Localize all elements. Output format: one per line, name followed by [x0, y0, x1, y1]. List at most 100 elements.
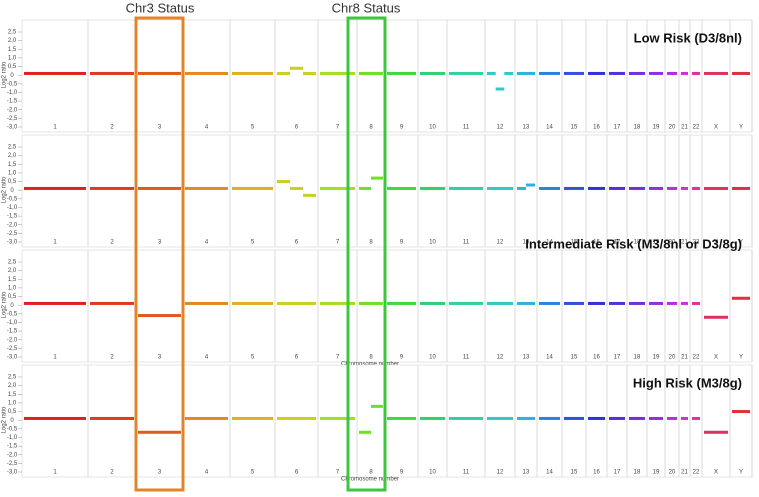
x-tick-label: 11 — [463, 240, 470, 246]
x-tick-label: 17 — [614, 470, 621, 476]
x-tick-label: 16 — [593, 125, 600, 131]
y-axis-label: Log2 ratio — [2, 176, 8, 203]
segment — [185, 416, 228, 420]
y-tick-label: -3,0 — [7, 125, 18, 131]
x-tick-label: 9 — [400, 355, 404, 361]
x-tick-label: 2 — [110, 125, 114, 131]
segment — [303, 71, 316, 75]
x-tick-label: 1 — [53, 355, 57, 361]
segment — [359, 301, 383, 305]
y-tick-label: 2,0 — [8, 38, 17, 44]
segment — [449, 416, 483, 420]
segment — [732, 410, 750, 414]
y-tick-label: -2,5 — [7, 461, 18, 467]
segment — [649, 186, 663, 190]
x-tick-label: 5 — [251, 355, 255, 361]
x-tick-label: 4 — [205, 125, 209, 131]
segment — [704, 315, 728, 319]
x-tick-label: 13 — [523, 240, 530, 246]
x-axis-label: Chromosome number — [341, 362, 399, 368]
y-tick-label: -3,0 — [7, 240, 18, 246]
segment — [609, 186, 625, 190]
segment — [420, 301, 445, 305]
x-tick-label: 12 — [497, 470, 504, 476]
segment — [232, 71, 273, 75]
y-axis-label: Log2 ratio — [2, 61, 8, 88]
x-tick-label: 2 — [110, 240, 114, 246]
y-tick-label: 2,5 — [8, 260, 17, 266]
x-tick-label: Y — [739, 355, 743, 361]
segment — [649, 71, 663, 75]
segment — [359, 186, 371, 190]
panel-bg — [21, 249, 753, 363]
segment — [359, 430, 371, 434]
segment — [487, 416, 513, 420]
segment — [629, 416, 645, 420]
y-axis-label: Log2 ratio — [2, 406, 8, 433]
x-tick-label: 10 — [429, 470, 436, 476]
x-tick-label: 18 — [634, 470, 641, 476]
segment — [24, 186, 86, 190]
segment — [629, 71, 645, 75]
segment — [732, 186, 750, 190]
y-tick-label: -2,0 — [7, 222, 18, 228]
x-tick-label: 16 — [593, 355, 600, 361]
x-tick-label: 18 — [634, 125, 641, 131]
x-tick-label: 15 — [571, 355, 578, 361]
x-tick-label: 22 — [693, 470, 700, 476]
x-tick-label: 10 — [429, 355, 436, 361]
x-tick-label: 11 — [463, 355, 470, 361]
x-tick-label: 21 — [681, 125, 688, 131]
y-tick-label: 1,5 — [8, 277, 17, 283]
x-tick-label: 19 — [653, 240, 660, 246]
x-tick-label: 21 — [681, 355, 688, 361]
segment — [277, 180, 290, 184]
y-tick-label: 1,0 — [8, 400, 17, 406]
y-tick-label: -0,5 — [7, 311, 18, 317]
x-tick-label: 15 — [571, 470, 578, 476]
y-tick-label: 0 — [10, 418, 14, 424]
segment — [90, 301, 134, 305]
x-tick-label: 7 — [336, 355, 340, 361]
y-tick-label: 2,5 — [8, 30, 17, 36]
chr3-box — [134, 16, 185, 492]
segment — [487, 301, 513, 305]
y-tick-label: 0,5 — [8, 179, 17, 185]
x-tick-label: 22 — [693, 355, 700, 361]
x-tick-label: 10 — [429, 240, 436, 246]
y-tick-label: 0 — [10, 303, 14, 309]
x-tick-label: 12 — [497, 125, 504, 131]
segment — [90, 186, 134, 190]
chr8-label: Chr8 Status — [332, 0, 401, 15]
x-tick-label: 7 — [336, 125, 340, 131]
x-tick-label: 8 — [369, 355, 373, 361]
x-tick-label: 5 — [251, 470, 255, 476]
segment — [517, 71, 535, 75]
x-tick-label: 15 — [571, 240, 578, 246]
x-tick-label: 14 — [546, 355, 553, 361]
y-tick-label: -1,5 — [7, 99, 18, 105]
segment — [320, 301, 355, 305]
y-tick-label: 2,5 — [8, 145, 17, 151]
segment — [681, 71, 688, 75]
segment — [277, 71, 290, 75]
x-tick-label: 18 — [634, 355, 641, 361]
segment — [320, 186, 355, 190]
segment — [185, 301, 228, 305]
segment — [449, 186, 483, 190]
segment — [692, 301, 700, 305]
y-tick-label: 1,0 — [8, 285, 17, 291]
y-tick-label: -0,5 — [7, 81, 18, 87]
segment — [692, 71, 700, 75]
segment — [320, 71, 355, 75]
x-tick-label: 13 — [523, 355, 530, 361]
segment — [90, 71, 134, 75]
x-tick-label: 13 — [523, 125, 530, 131]
segment — [704, 430, 728, 434]
segment — [495, 87, 505, 91]
segment — [539, 71, 560, 75]
x-tick-label: 1 — [53, 240, 57, 246]
x-tick-label: 8 — [369, 470, 373, 476]
x-tick-label: 21 — [681, 240, 688, 246]
x-tick-label: 12 — [497, 240, 504, 246]
